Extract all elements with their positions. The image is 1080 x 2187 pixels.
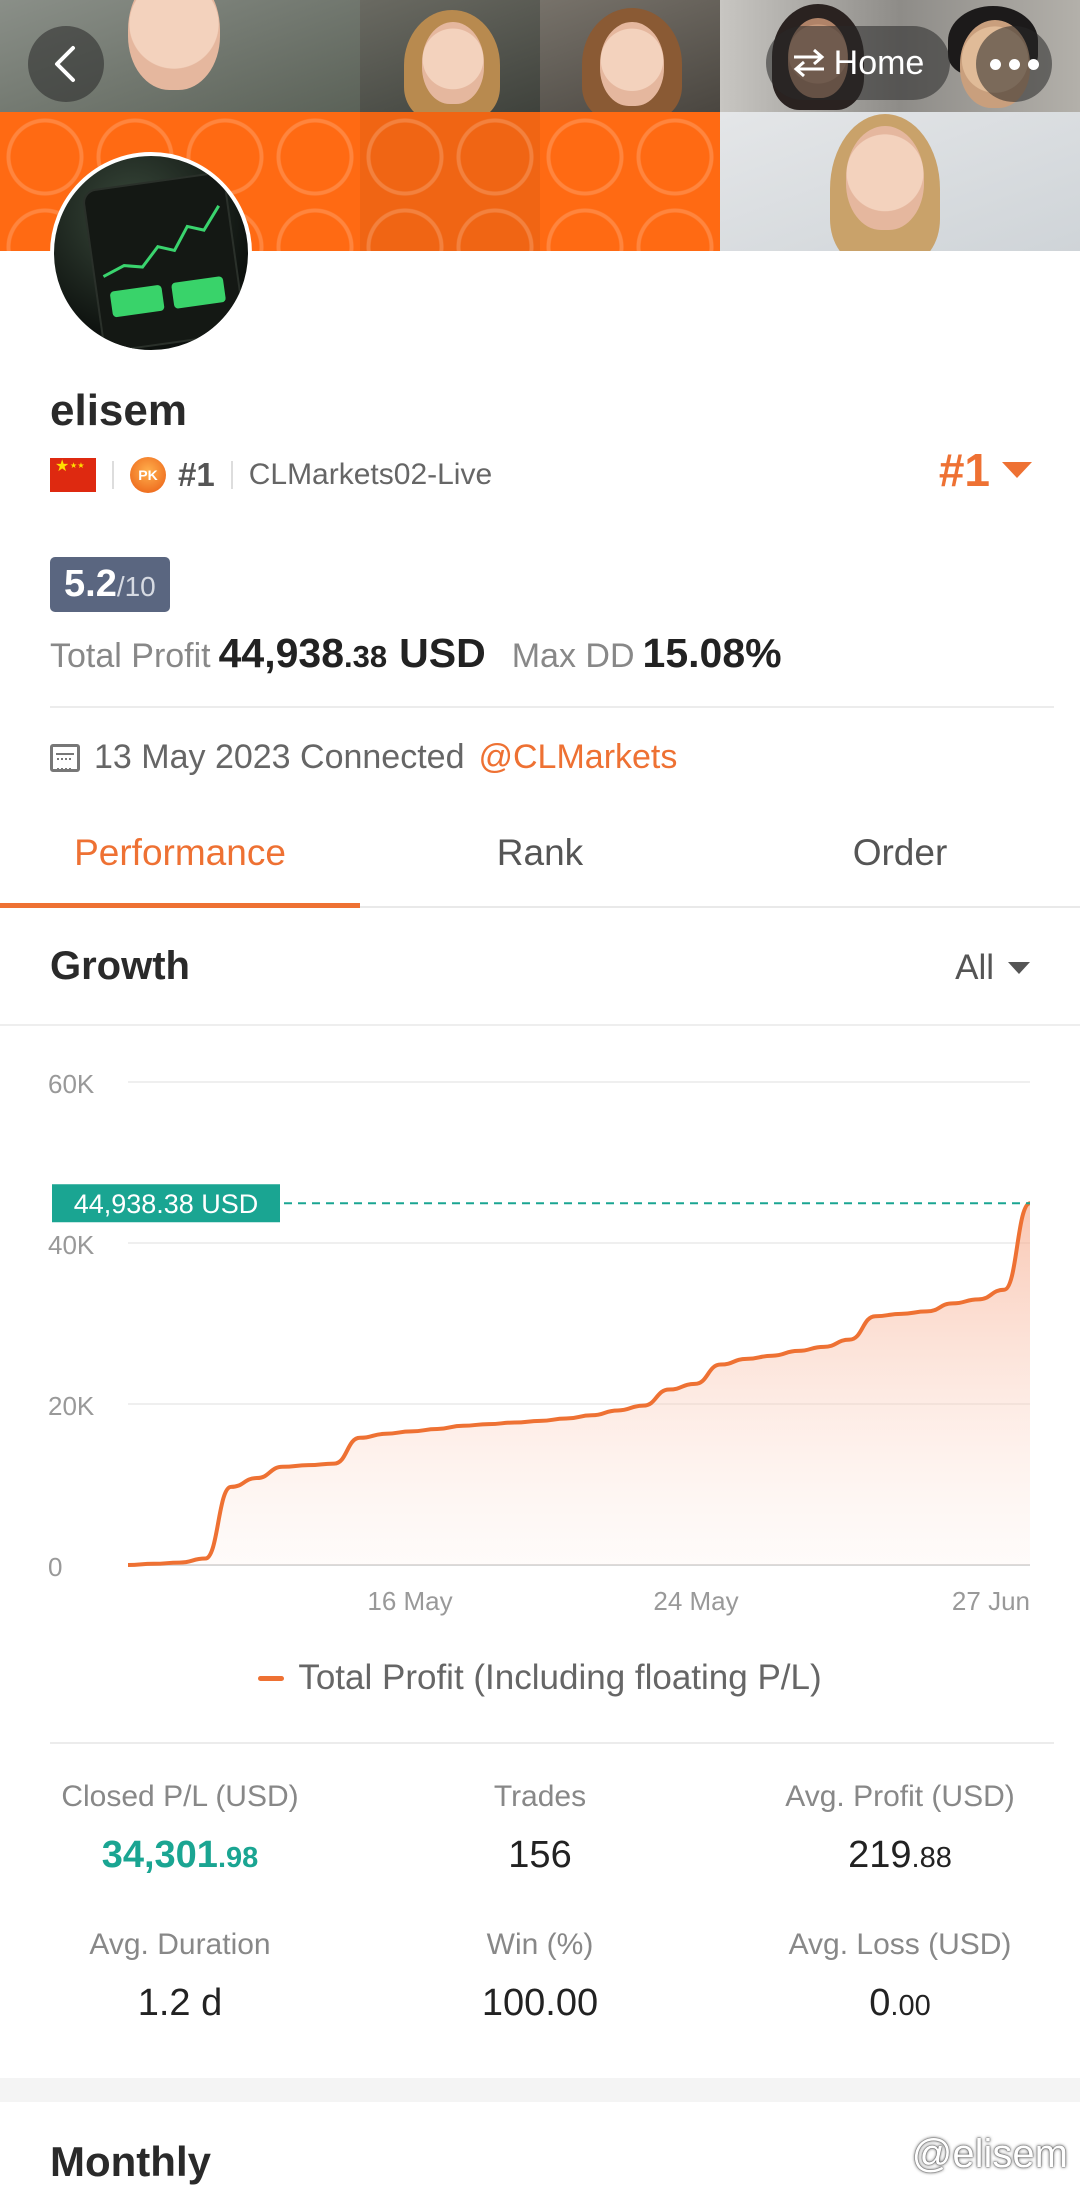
period-filter-value: All <box>955 948 994 987</box>
growth-chart: 60K 40K 20K 0 16 May 24 May 27 Jun 44,938.38 U… <box>48 1069 1032 1616</box>
x-tick-label: 24 May <box>653 1586 738 1616</box>
legend-swatch <box>258 1675 285 1681</box>
current-value-badge <box>52 1184 280 1223</box>
stat-value: 100.00 <box>481 1982 599 2024</box>
score-badge: 5.2 /10 <box>50 557 170 612</box>
divider <box>50 706 1054 708</box>
series-line <box>127 1201 1032 1567</box>
caret-down-icon <box>1002 462 1032 478</box>
profit-summary: Total Profit 44,938.38 USD Max DD 15.08% <box>50 630 782 677</box>
stat-label: Avg. Duration <box>89 1928 271 1961</box>
tab-bar: Performance Rank Order <box>0 800 1080 908</box>
rank-value: #1 <box>938 444 990 496</box>
tab-order[interactable]: Order <box>852 832 948 873</box>
y-tick-label: 20K <box>48 1391 95 1421</box>
stat-label: Closed P/L (USD) <box>61 1780 299 1813</box>
pk-badge-icon: PK <box>130 457 166 493</box>
banner-photo <box>540 0 720 120</box>
back-button[interactable] <box>28 26 104 102</box>
server-name: CLMarkets02-Live <box>248 458 493 491</box>
stat-avg-duration: Avg. Duration 1.2 d <box>20 1928 340 2025</box>
period-filter-dropdown[interactable]: All <box>955 948 1030 988</box>
score-value: 5.2 <box>64 563 117 605</box>
series-area <box>128 1203 1030 1565</box>
home-button[interactable]: Home <box>766 26 950 100</box>
banner-pattern <box>540 112 720 251</box>
max-dd-label: Max DD <box>511 637 635 675</box>
more-dots-icon <box>989 58 1039 70</box>
swap-arrows-icon <box>793 48 824 78</box>
divider <box>112 461 114 489</box>
banner-photo <box>360 0 540 120</box>
x-tick-label: 27 Jun <box>952 1586 1030 1616</box>
rank-dropdown[interactable]: #1 <box>939 443 1032 497</box>
total-profit-label: Total Profit <box>50 637 211 675</box>
broker-handle-link[interactable]: @CLMarkets <box>478 738 678 776</box>
max-dd-value: 15.08% <box>642 630 782 676</box>
banner-photo <box>720 112 1080 251</box>
y-tick-label: 40K <box>48 1230 95 1260</box>
y-tick-label: 60K <box>48 1069 95 1099</box>
stat-value: 156 <box>508 1834 572 1876</box>
total-profit-int: 44,938 <box>218 630 345 676</box>
tab-rank[interactable]: Rank <box>496 832 584 873</box>
current-value-label: 44,938.38 USD <box>74 1189 259 1219</box>
username: elisem <box>50 386 187 435</box>
section-separator <box>0 2078 1080 2102</box>
calendar-icon <box>50 743 80 772</box>
stat-label: Trades <box>493 1780 587 1813</box>
stat-label: Avg. Profit (USD) <box>785 1780 1015 1813</box>
x-tick-label: 16 May <box>367 1586 452 1616</box>
stat-avg-loss: Avg. Loss (USD) 0.00 <box>740 1928 1060 2025</box>
profile-meta: PK #1 CLMarkets02-Live <box>50 453 492 497</box>
more-button[interactable] <box>976 26 1052 102</box>
total-profit-dec: .38 <box>344 639 388 674</box>
divider <box>230 461 233 489</box>
stat-closed-pl: Closed P/L (USD) 34,301.98 <box>20 1780 340 1877</box>
stat-value: 1.2 d <box>137 1982 223 2024</box>
connected-info: 13 May 2023 Connected @CLMarkets <box>50 738 677 777</box>
watermark: @elisem <box>911 2132 1068 2176</box>
stat-value: 219.88 <box>848 1834 952 1876</box>
growth-title: Growth <box>50 944 190 988</box>
home-label: Home <box>833 43 925 82</box>
chart-legend: Total Profit (Including floating P/L) <box>0 1658 1080 1698</box>
stat-trades: Trades 156 <box>380 1780 700 1877</box>
total-profit-currency: USD <box>399 630 486 676</box>
stat-value: 34,301.98 <box>101 1834 259 1876</box>
stat-win-rate: Win (%) 100.00 <box>380 1928 700 2025</box>
stat-label: Avg. Loss (USD) <box>788 1928 1012 1961</box>
avatar[interactable] <box>50 152 252 354</box>
growth-header: Growth All <box>0 908 1080 1026</box>
tab-performance[interactable]: Performance <box>0 800 360 908</box>
caret-down-icon <box>1008 962 1030 974</box>
chevron-left-icon <box>55 46 75 82</box>
legend-label: Total Profit (Including floating P/L) <box>298 1658 822 1697</box>
phone-chart-image <box>81 170 247 350</box>
score-max: /10 <box>116 571 156 602</box>
divider <box>50 1742 1054 1744</box>
pk-rank: #1 <box>178 456 215 493</box>
banner-pattern <box>360 112 540 251</box>
stat-value: 0.00 <box>869 1982 931 2024</box>
y-tick-label: 0 <box>48 1552 62 1582</box>
stat-label: Win (%) <box>486 1928 594 1961</box>
china-flag-icon <box>50 456 96 492</box>
connected-text: 13 May 2023 Connected <box>94 738 465 776</box>
stat-avg-profit: Avg. Profit (USD) 219.88 <box>740 1780 1060 1877</box>
monthly-title: Monthly <box>50 2138 211 2185</box>
